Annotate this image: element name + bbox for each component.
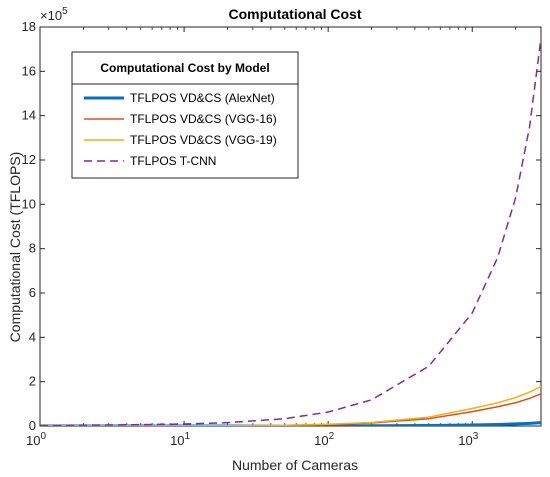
y-tick-label: 10 bbox=[22, 196, 36, 211]
y-tick-label: 18 bbox=[22, 19, 36, 34]
y-tick-label: 14 bbox=[22, 108, 36, 123]
y-tick-label: 2 bbox=[29, 374, 36, 389]
y-exponent-label: ×105 bbox=[40, 6, 68, 23]
x-tick-label: 103 bbox=[458, 431, 478, 448]
series-line-3 bbox=[40, 385, 541, 426]
legend-title: Computational Cost by Model bbox=[100, 61, 269, 75]
legend-entry-1: TFLPOS VD&CS (AlexNet) bbox=[130, 91, 275, 105]
y-tick-label: 6 bbox=[29, 285, 36, 300]
y-tick-label: 8 bbox=[29, 241, 36, 256]
y-tick-label: 4 bbox=[29, 329, 36, 344]
x-tick-label: 101 bbox=[170, 431, 190, 448]
legend-box bbox=[71, 51, 299, 179]
series-line-4 bbox=[40, 37, 541, 426]
legend-entry-3: TFLPOS VD&CS (VGG-19) bbox=[130, 133, 277, 147]
y-tick-label: 0 bbox=[29, 418, 36, 433]
legend-entry-4: TFLPOS T-CNN bbox=[130, 154, 216, 168]
y-tick-label: 16 bbox=[22, 63, 36, 78]
series-lines bbox=[40, 37, 541, 426]
y-axis-label: Computational Cost (TFLOPS) bbox=[7, 152, 23, 343]
legend-entry-2: TFLPOS VD&CS (VGG-16) bbox=[130, 112, 277, 126]
x-axis-label: Number of Cameras bbox=[232, 457, 358, 473]
x-tick-label: 102 bbox=[314, 431, 334, 448]
legend: Computational Cost by Model TFLPOS VD&CS … bbox=[71, 51, 299, 179]
chart-title: Computational Cost bbox=[229, 6, 362, 22]
x-tick-label: 100 bbox=[26, 431, 46, 448]
y-tick-label: 12 bbox=[22, 152, 36, 167]
